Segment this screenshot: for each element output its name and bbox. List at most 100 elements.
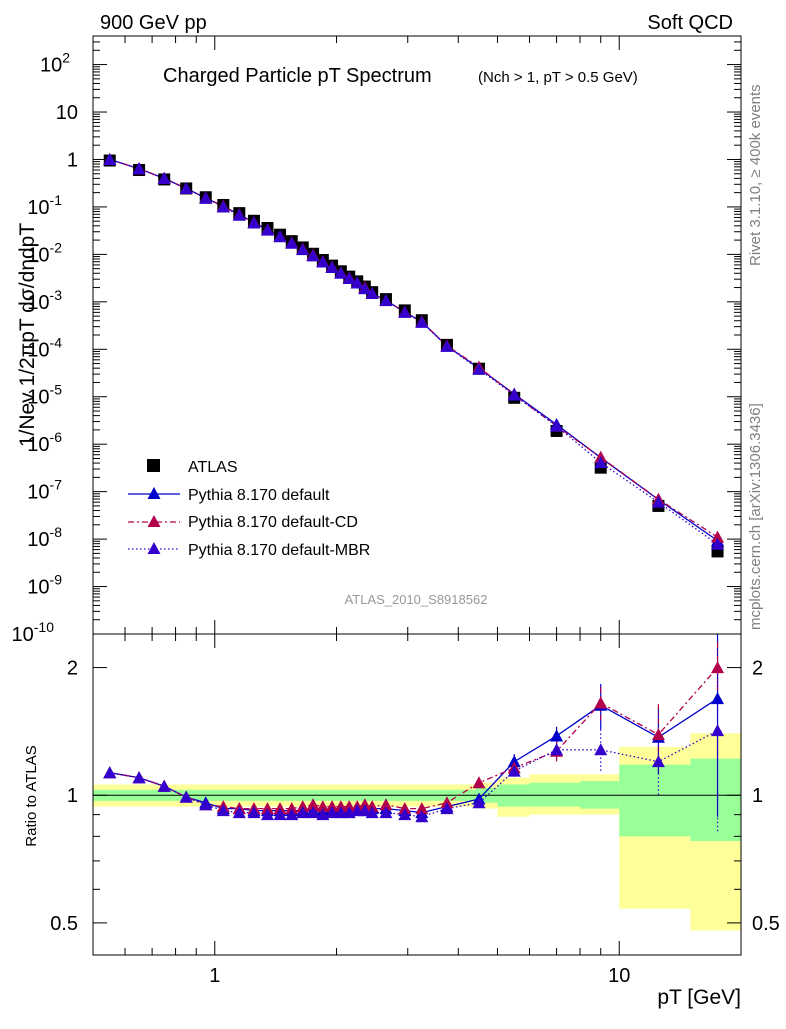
ratio-point-mbr (440, 802, 454, 815)
ratio-point-cd (594, 696, 608, 709)
band-inner (529, 782, 581, 807)
ratio-point-mbr (358, 804, 372, 817)
upper-point-mbr (316, 255, 330, 268)
upper-point-mbr (260, 223, 274, 236)
ratio-point-mbr (334, 806, 348, 819)
legend-mbr-marker (147, 542, 161, 554)
ratio-point-mbr (103, 766, 117, 779)
mcplots-label: mcplots.cern.ch [arXiv:1306.3436] (747, 403, 764, 630)
ratio-point-mbr (398, 808, 412, 821)
lower-y-tick-label-right: 2 (752, 658, 763, 680)
upper-y-tick-label: 10-10 (12, 619, 55, 646)
chart-subtitle: (Nch > 1, pT > 0.5 GeV) (478, 69, 638, 86)
upper-point-mbr (440, 339, 454, 352)
band-inner (690, 758, 741, 841)
upper-point-mbr (507, 388, 521, 401)
ratio-point-mbr (296, 806, 310, 819)
upper-y-tick-label: 10 (56, 102, 78, 124)
legend-default-label: Pythia 8.170 default (188, 487, 330, 504)
ratio-point-cd (398, 802, 412, 815)
ratio-point-mbr (325, 806, 339, 819)
lower-data-marks (103, 634, 725, 832)
ratio-point-cd (711, 661, 725, 674)
upper-y-tick-label: 1 (67, 149, 78, 171)
upper-point-mbr (550, 419, 564, 432)
upper-point-mbr (415, 315, 429, 328)
upper-ylabel: 1/Nev 1/2πpT dσ/dηdpT (16, 223, 39, 448)
upper-y-tick-label: 10-2 (27, 239, 62, 266)
ratio-point-mbr (316, 808, 330, 821)
ratio-point-cd (306, 798, 320, 811)
upper-point-mbr (199, 191, 213, 204)
lower-y-tick-label: 2 (67, 658, 78, 680)
ratio-point-mbr (550, 743, 564, 756)
upper-y-tick-label: 10-8 (27, 524, 62, 551)
lower-ylabel: Ratio to ATLAS (23, 745, 40, 846)
upper-point-mbr (103, 152, 117, 165)
upper-point-mbr (358, 282, 372, 295)
upper-point-mbr (325, 260, 339, 273)
ratio-point-mbr (379, 806, 393, 819)
analysis-label: ATLAS_2010_S8918562 (345, 592, 488, 607)
upper-point-mbr (306, 249, 320, 262)
xlabel: pT [GeV] (657, 986, 741, 1009)
lower-y-tick-label: 0.5 (50, 913, 78, 935)
ratio-point-cd (260, 802, 274, 815)
ratio-point-mbr (306, 806, 320, 819)
x-tick-label: 10 (608, 965, 630, 987)
ratio-point-mbr (285, 808, 299, 821)
legend-atlas-label: ATLAS (188, 459, 238, 476)
ratio-point-mbr (132, 771, 146, 784)
legend-mbr-label: Pythia 8.170 default-MBR (188, 542, 370, 559)
upper-y-tick-label: 10-1 (27, 192, 62, 219)
upper-point-mbr (296, 243, 310, 256)
upper-y-tick-label: 10-6 (27, 429, 62, 456)
ratio-point-mbr (594, 743, 608, 756)
ratio-point-cd (472, 776, 486, 789)
ratio-point-mbr (260, 808, 274, 821)
upper-point-mbr (285, 236, 299, 249)
ratio-point-mbr (711, 724, 725, 737)
ratio-point-default (711, 692, 725, 705)
header-left: 900 GeV pp (100, 12, 207, 34)
lower-axis-ticks: 2 2 1 1 0.5 0.5 (50, 634, 780, 955)
ratio-point-mbr (157, 779, 171, 792)
x-tick-label: 1 (209, 965, 220, 987)
ratio-point-default (550, 729, 564, 742)
ratio-point-cd (273, 802, 287, 815)
lower-y-tick-label-right: 1 (752, 785, 763, 807)
upper-point-mbr (216, 200, 230, 213)
upper-point-mbr (179, 181, 193, 194)
lower-y-tick-label-right: 0.5 (752, 913, 780, 935)
upper-point-mbr (398, 305, 412, 318)
upper-y-tick-label: 10-4 (27, 334, 62, 361)
upper-data-marks (103, 152, 725, 558)
upper-line-default (109, 158, 718, 542)
upper-panel: 102 10 110-1 10-2 10-3 10-4 10-5 10-6 10-7 10-8 10… (12, 35, 742, 646)
legend: ATLAS Pythia 8.170 default Pythia 8.170 … (128, 459, 370, 559)
ratio-point-cd (415, 802, 429, 815)
ratio-point-mbr (199, 798, 213, 811)
lower-panel: 2 2 1 1 0.5 0.5 Ratio to ATLAS pT [GeV] (23, 633, 780, 1009)
ratio-point-mbr (507, 764, 521, 777)
upper-point-mbr (472, 362, 486, 375)
upper-point-mbr (711, 537, 725, 550)
ratio-point-mbr (472, 796, 486, 809)
upper-y-tick-label: 10-5 (27, 382, 62, 409)
legend-default-marker (147, 487, 161, 499)
x-tick-labels: 1 10 (209, 965, 630, 987)
upper-point-mbr (157, 171, 171, 184)
ratio-point-cd (379, 798, 393, 811)
upper-point-mbr (232, 208, 246, 221)
header-right: Soft QCD (647, 12, 733, 34)
rivet-label: Rivet 3.1.10, ≥ 400k events (747, 84, 764, 266)
upper-point-mbr (365, 286, 379, 300)
ratio-point-mbr (651, 755, 665, 768)
ratio-point-mbr (415, 810, 429, 823)
lower-frame (92, 633, 742, 956)
upper-point-mbr (350, 276, 364, 289)
upper-point-mbr (132, 162, 146, 175)
ratio-point-cd (285, 802, 299, 815)
